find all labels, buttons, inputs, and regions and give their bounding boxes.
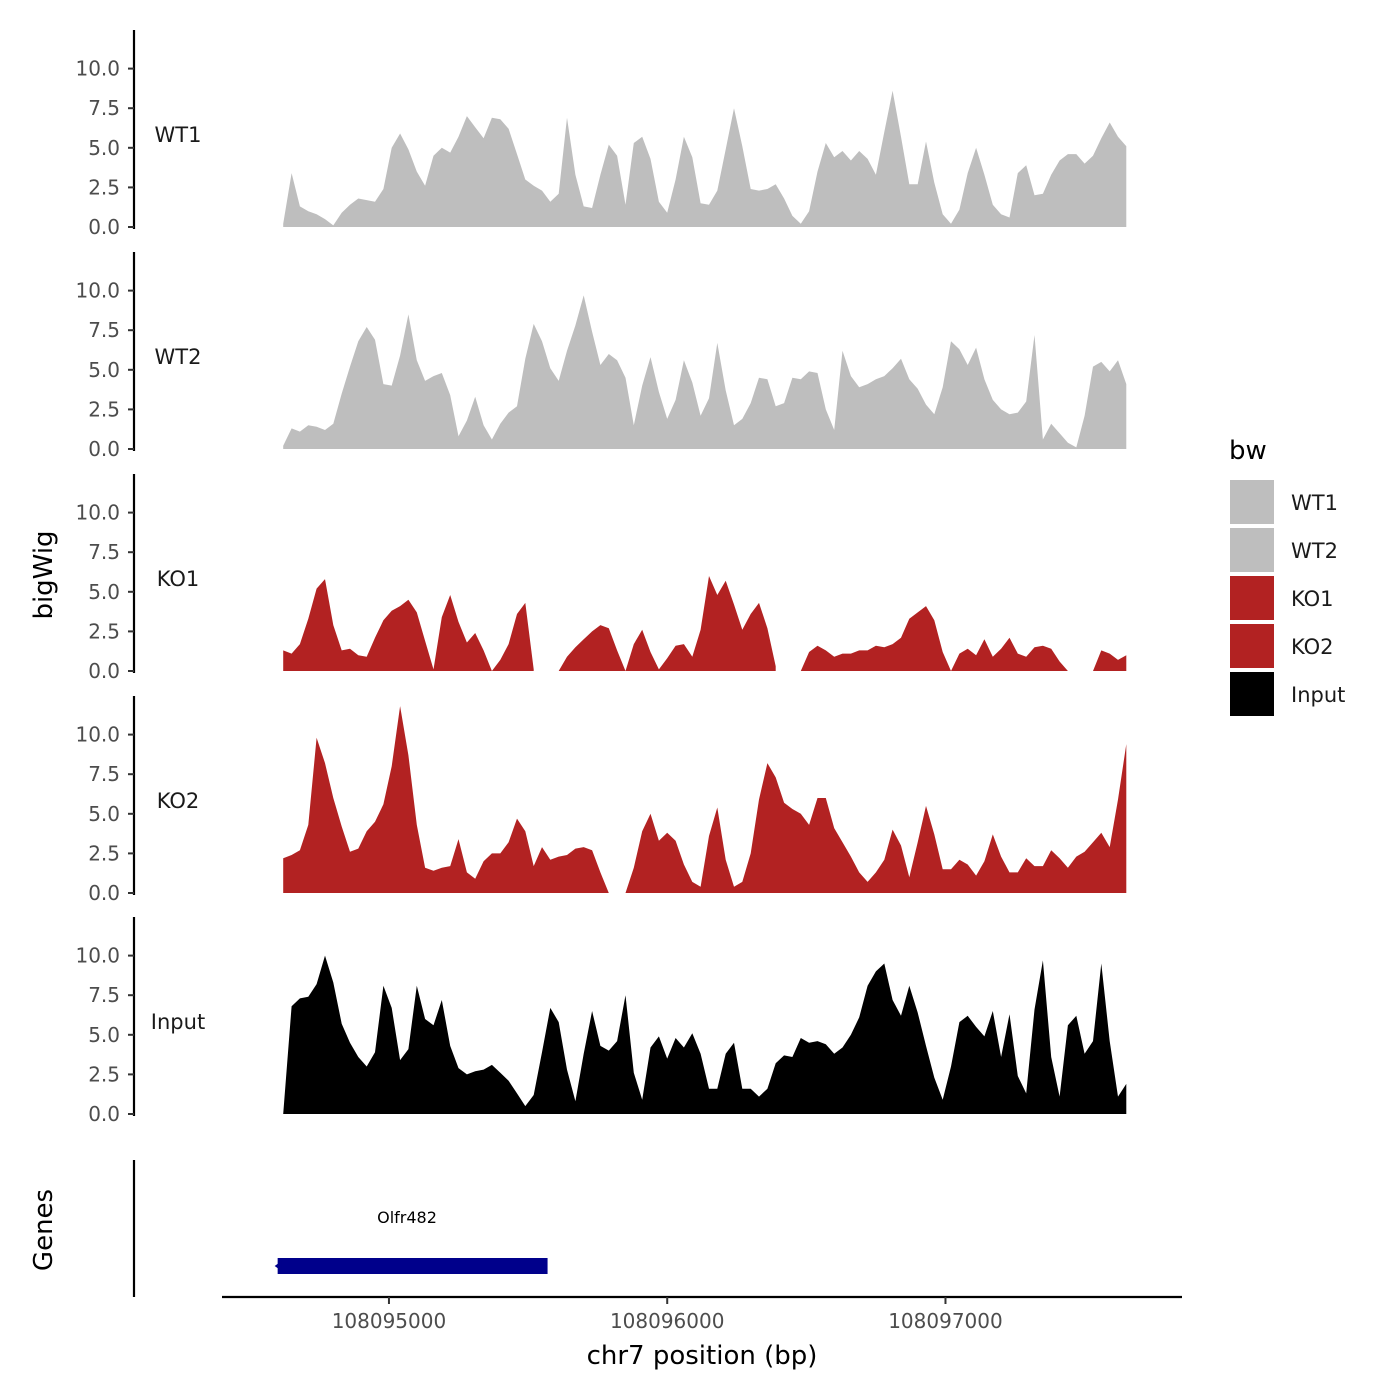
y-tick-label: 0.0: [88, 1102, 120, 1126]
y-tick-label: 0.0: [88, 881, 120, 905]
legend-swatch-wt1: [1230, 480, 1274, 524]
track-wt1: 0.0 2.5 5.0 7.5 10.0 WT1: [75, 30, 1127, 239]
y-tick-label: 2.5: [88, 175, 120, 199]
y-tick-label: 0.0: [88, 659, 120, 683]
legend: bw WT1 WT2 KO1 KO2 Input: [1229, 436, 1345, 716]
gene-strand-arrow: [274, 1261, 282, 1271]
x-tick-label: 108096000: [610, 1309, 725, 1333]
bigwig-tracks: 0.02.55.07.510.0WT10.02.55.07.510.0WT20.…: [75, 30, 1127, 1126]
area-ko1: [1093, 650, 1127, 671]
y-tick-label: 10.0: [75, 501, 120, 525]
gene-label: Olfr482: [377, 1208, 437, 1227]
y-tick-label: 7.5: [88, 318, 120, 342]
y-axis-title-bigwig: bigWig: [29, 530, 59, 619]
y-tick-label: 7.5: [88, 983, 120, 1007]
y-tick-label: 0.0: [88, 215, 120, 239]
track-input: 0.0 2.5 5.0 7.5 10.0 Input: [75, 917, 1127, 1126]
y-tick-label: 2.5: [88, 619, 120, 643]
legend-swatch-ko1: [1230, 576, 1274, 620]
y-tick-label: 2.5: [88, 397, 120, 421]
track-label-wt2: WT2: [155, 345, 202, 369]
legend-swatch-input: [1230, 672, 1274, 716]
x-axis: 108095000 108096000 108097000: [222, 1295, 1182, 1333]
x-tick-label: 108097000: [888, 1309, 1003, 1333]
y-tick-label: 5.0: [88, 1023, 120, 1047]
x-axis-title: chr7 position (bp): [587, 1341, 818, 1371]
legend-label-wt1: WT1: [1291, 491, 1338, 515]
track-ko1: 0.0 2.5 5.0 7.5 10.0 KO1: [75, 474, 1127, 683]
y-tick-label: 7.5: [88, 540, 120, 564]
y-axis-title-genes: Genes: [29, 1189, 59, 1271]
area-wt1: [283, 90, 1127, 227]
legend-label-input: Input: [1291, 683, 1345, 707]
track-label-ko2: KO2: [157, 789, 200, 813]
area-ko1: [283, 579, 534, 671]
legend-title: bw: [1229, 436, 1267, 466]
y-tick-label: 5.0: [88, 136, 120, 160]
area-ko2: [283, 706, 609, 893]
area-wt2: [283, 295, 1127, 449]
y-tick-label: 5.0: [88, 580, 120, 604]
track-label-wt1: WT1: [155, 123, 202, 147]
gene-body-olfr482: [277, 1258, 548, 1274]
y-tick-label: 2.5: [88, 841, 120, 865]
y-tick-label: 5.0: [88, 802, 120, 826]
area-ko1: [800, 606, 1068, 671]
genes-panel: Olfr482: [132, 1160, 548, 1297]
y-tick-label: 7.5: [88, 96, 120, 120]
y-tick-label: 0.0: [88, 437, 120, 461]
y-tick-label: 10.0: [75, 57, 120, 81]
legend-label-wt2: WT2: [1291, 539, 1338, 563]
area-ko1: [558, 576, 776, 671]
y-tick-label: 10.0: [75, 279, 120, 303]
y-tick-label: 10.0: [75, 723, 120, 747]
track-ko2: 0.0 2.5 5.0 7.5 10.0 KO2: [75, 696, 1127, 905]
legend-swatch-ko2: [1230, 624, 1274, 668]
y-tick-label: 7.5: [88, 762, 120, 786]
y-tick-label: 5.0: [88, 358, 120, 382]
track-label-ko1: KO1: [157, 567, 200, 591]
legend-label-ko2: KO2: [1291, 635, 1334, 659]
area-ko2: [625, 744, 1127, 893]
x-tick-label: 108095000: [332, 1309, 447, 1333]
y-tick-label: 10.0: [75, 944, 120, 968]
area-input: [283, 955, 1127, 1114]
track-wt2: 0.0 2.5 5.0 7.5 10.0 WT2: [75, 252, 1127, 461]
track-label-input: Input: [151, 1010, 205, 1034]
legend-swatch-wt2: [1230, 528, 1274, 572]
y-tick-label: 2.5: [88, 1062, 120, 1086]
legend-label-ko1: KO1: [1291, 587, 1334, 611]
